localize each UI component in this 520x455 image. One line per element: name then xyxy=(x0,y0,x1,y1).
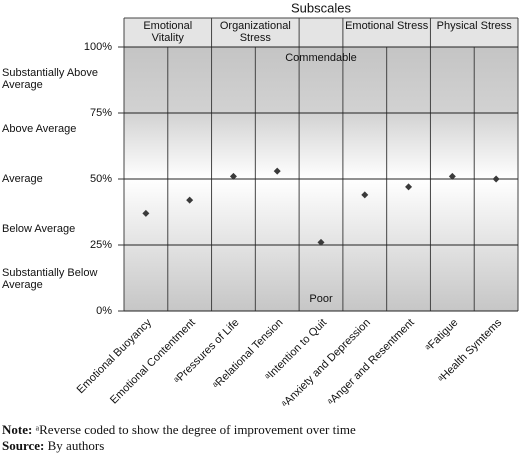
x-tick-label: Emotional Contentment xyxy=(108,317,198,407)
dot xyxy=(273,167,281,175)
dot xyxy=(448,172,456,180)
annotation: Commendable xyxy=(285,52,357,64)
band-label: Above Average xyxy=(2,122,77,135)
group-label: Emotional Vitality xyxy=(143,20,193,44)
band-label: Substantially Below Average xyxy=(2,267,98,292)
band-label: Below Average xyxy=(2,223,76,236)
source-text: By authors xyxy=(47,438,105,453)
x-tick-label: ᵃAnxiety and Depression xyxy=(279,317,373,411)
y-tick-label: 25% xyxy=(90,239,112,251)
dot xyxy=(405,183,413,191)
dot xyxy=(317,238,325,246)
x-tick-label: ᵃAnger and Resentment xyxy=(325,317,416,408)
x-tick-label: ᵃFatigue xyxy=(423,317,460,354)
chart-title: Subscales xyxy=(291,0,351,15)
note-label: Note: xyxy=(2,422,33,437)
y-tick-label: 100% xyxy=(84,41,112,53)
source: Source: By authors xyxy=(2,438,104,454)
y-tick-label: 75% xyxy=(90,107,112,119)
dot xyxy=(229,172,237,180)
dot xyxy=(492,175,500,183)
source-label: Source: xyxy=(2,438,45,453)
band-label: Substantially Above Average xyxy=(2,66,99,91)
note: Note: ᵃReverse coded to show the degree … xyxy=(2,422,356,438)
group-label: Physical Stress xyxy=(436,20,512,32)
dot xyxy=(361,191,369,199)
header-band xyxy=(124,18,518,47)
group-label: Organizational Stress xyxy=(219,20,291,44)
group-label: Emotional Stress xyxy=(345,20,429,32)
dot xyxy=(186,196,194,204)
note-text: ᵃReverse coded to show the degree of imp… xyxy=(35,422,356,437)
y-tick-label: 50% xyxy=(90,173,112,185)
x-tick-label: Emotional Buoyancy xyxy=(75,316,155,396)
dot xyxy=(142,209,150,217)
band-label: Average xyxy=(2,173,43,185)
annotation: Poor xyxy=(309,293,333,305)
y-tick-label: 0% xyxy=(96,305,112,317)
